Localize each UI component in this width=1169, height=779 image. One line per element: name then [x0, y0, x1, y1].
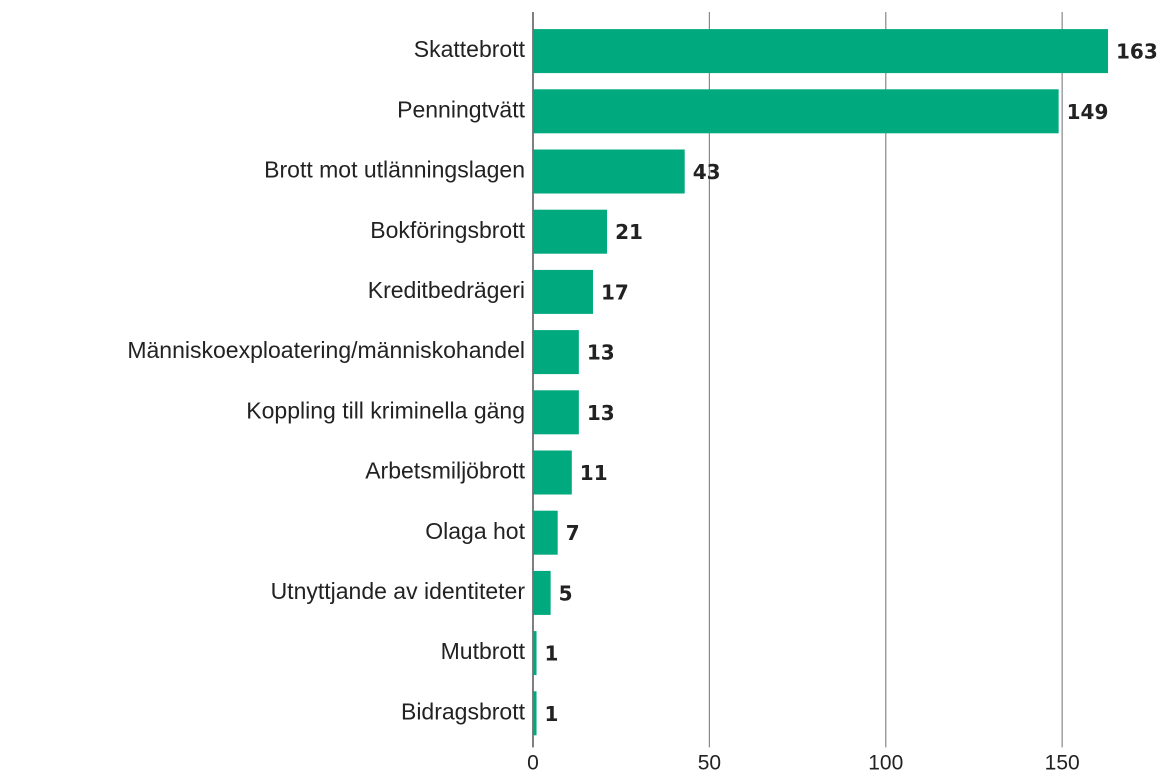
value-label: 1 — [545, 642, 559, 666]
value-label: 149 — [1067, 100, 1109, 124]
y-tick-label: Människoexploatering/människohandel — [127, 337, 525, 363]
x-tick-label: 100 — [868, 752, 903, 775]
value-label: 17 — [601, 280, 629, 304]
bar — [533, 269, 593, 314]
value-label: 1 — [545, 702, 559, 726]
x-tick-label: 50 — [698, 752, 721, 775]
value-label: 21 — [615, 220, 643, 244]
y-tick-label: Kreditbedrägeri — [368, 277, 525, 303]
y-tick-label: Bokföringsbrott — [370, 217, 525, 243]
y-tick-label: Koppling till kriminella gäng — [246, 397, 525, 423]
bar — [533, 691, 537, 736]
value-label: 43 — [693, 160, 721, 184]
y-tick-label: Penningtvätt — [397, 96, 525, 122]
y-tick-label: Arbetsmiljöbrott — [365, 458, 525, 484]
value-label: 7 — [566, 521, 580, 545]
y-tick-label: Mutbrott — [441, 638, 526, 664]
bar — [533, 330, 579, 375]
bar — [533, 450, 572, 495]
x-tick-label: 150 — [1045, 752, 1080, 775]
y-tick-label: Utnyttjande av identiteter — [271, 578, 526, 604]
x-tick-label: 0 — [527, 752, 539, 775]
bar — [533, 149, 685, 194]
value-label: 13 — [587, 341, 615, 365]
bar — [533, 209, 608, 254]
y-tick-label: Bidragsbrott — [401, 698, 526, 724]
bar — [533, 631, 537, 676]
bar — [533, 29, 1109, 74]
bar — [533, 510, 558, 555]
value-label: 5 — [559, 581, 573, 605]
y-tick-label: Skattebrott — [414, 36, 526, 62]
value-label: 163 — [1116, 40, 1158, 64]
bar — [533, 390, 579, 435]
bar — [533, 570, 551, 615]
y-tick-label: Olaga hot — [425, 518, 525, 544]
y-tick-label: Brott mot utlänningslagen — [264, 157, 525, 183]
value-label: 11 — [580, 461, 608, 485]
bar — [533, 89, 1059, 134]
value-label: 13 — [587, 401, 615, 425]
